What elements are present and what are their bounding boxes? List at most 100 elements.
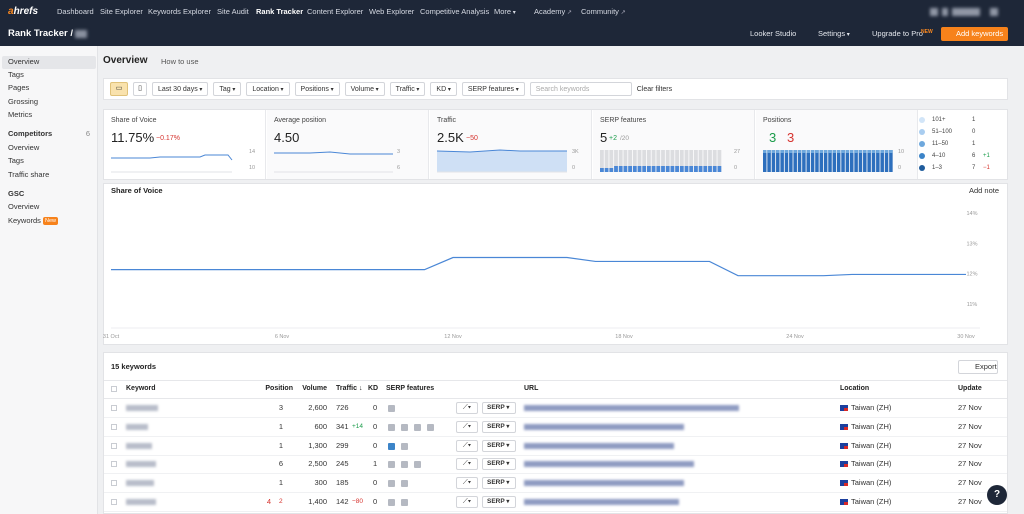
- nav-link[interactable]: Community: [581, 6, 626, 19]
- volume: 600: [314, 421, 327, 431]
- upgrade[interactable]: Upgrade to Pro: [872, 29, 923, 38]
- sidebar-item[interactable]: Metrics: [8, 110, 33, 119]
- account-blur: [990, 8, 998, 16]
- keyword-blur[interactable]: [126, 405, 158, 411]
- filter-button[interactable]: Traffic: [389, 82, 426, 96]
- location: Taiwan (ZH): [851, 459, 892, 469]
- add-keywords[interactable]: Add keywords: [956, 29, 1004, 38]
- checkbox[interactable]: [111, 442, 117, 449]
- row-divider: [104, 473, 1007, 475]
- volume: 2,600: [308, 403, 327, 412]
- help-button[interactable]: [987, 485, 1007, 505]
- filter-button[interactable]: Location: [246, 82, 290, 96]
- url-blur[interactable]: [524, 423, 684, 430]
- serp-button[interactable]: SERP: [487, 477, 509, 489]
- nav-item[interactable]: Site Audit: [217, 7, 249, 16]
- filter-button[interactable]: SERP features: [461, 82, 525, 96]
- trend-button[interactable]: ⟋▾: [456, 420, 478, 433]
- url-blur[interactable]: [524, 405, 739, 411]
- nav-item[interactable]: Keywords Explorer: [148, 7, 211, 16]
- serp-button[interactable]: SERP: [487, 402, 509, 414]
- checkbox[interactable]: [111, 386, 117, 392]
- checkbox[interactable]: [111, 423, 117, 430]
- checkbox[interactable]: [111, 405, 117, 411]
- trend-button[interactable]: ⟋▾: [456, 439, 478, 452]
- sidebar-item[interactable]: Keywords: [8, 216, 41, 225]
- export[interactable]: Export: [975, 362, 997, 371]
- clear-filters[interactable]: Clear filters: [636, 85, 673, 93]
- filter-button[interactable]: Tag: [213, 82, 242, 96]
- nav-item[interactable]: Dashboard: [57, 7, 94, 16]
- url-blur[interactable]: [524, 442, 674, 449]
- kd: 0: [373, 497, 378, 506]
- nav-item[interactable]: More: [494, 6, 516, 19]
- sidebar-item[interactable]: Overview: [8, 202, 40, 211]
- serp-button[interactable]: SERP: [487, 458, 509, 470]
- serp-icon: [388, 461, 395, 469]
- column-header[interactable]: Position: [265, 385, 293, 392]
- logo[interactable]: ahrefs: [8, 6, 39, 17]
- serp-button[interactable]: SERP: [487, 496, 509, 508]
- sidebar-item[interactable]: Overview: [8, 143, 40, 152]
- add-note[interactable]: Add note: [969, 186, 1000, 195]
- keyword-blur[interactable]: [126, 499, 156, 505]
- column-header[interactable]: Update: [958, 385, 982, 392]
- column-header[interactable]: Location: [840, 385, 870, 392]
- nav-item[interactable]: Content Explorer: [307, 7, 364, 16]
- filter-button[interactable]: Volume: [344, 82, 385, 96]
- add-keywords-button[interactable]: [941, 27, 1008, 41]
- search-keywords[interactable]: Search keywords: [529, 82, 632, 96]
- url-blur[interactable]: [524, 480, 684, 487]
- keyword-blur[interactable]: [126, 442, 152, 449]
- nav-link[interactable]: Academy: [534, 6, 572, 19]
- sidebar-item[interactable]: Pages: [8, 83, 30, 92]
- nav-item[interactable]: Web Explorer: [369, 7, 415, 16]
- period-filter[interactable]: Last 30 days: [152, 82, 209, 96]
- column-header[interactable]: Volume: [302, 385, 327, 392]
- filter-button[interactable]: KD: [430, 82, 457, 96]
- checkbox[interactable]: [111, 499, 117, 505]
- chart-title: Share of Voice: [111, 186, 163, 195]
- nav-item[interactable]: Rank Tracker: [256, 7, 304, 16]
- serp-button[interactable]: SERP: [487, 421, 509, 433]
- sidebar-item[interactable]: Traffic share: [8, 170, 50, 179]
- sidebar-item[interactable]: Overview: [8, 57, 40, 66]
- desktop-toggle[interactable]: ▭: [110, 82, 128, 96]
- looker-studio[interactable]: Looker Studio: [750, 29, 797, 38]
- trend-button[interactable]: ⟋▾: [456, 402, 478, 414]
- settings[interactable]: Settings: [818, 28, 850, 41]
- sidebar-item[interactable]: Grossing: [8, 97, 39, 106]
- column-header[interactable]: SERP features: [386, 385, 435, 392]
- keyword-blur[interactable]: [126, 423, 148, 430]
- export-button[interactable]: [958, 360, 998, 374]
- filter-group: ▭ ▯ Last 30 days Tag Location Positions Volume…: [110, 82, 672, 96]
- column-header[interactable]: KD: [368, 385, 379, 392]
- mobile-toggle[interactable]: ▯: [133, 82, 147, 96]
- column-header[interactable]: Traffic ↓: [336, 385, 363, 392]
- spark-axis: 27: [734, 149, 741, 155]
- sidebar-active: [2, 56, 96, 69]
- trend-button[interactable]: ⟋▾: [456, 496, 478, 508]
- traffic: 726: [336, 403, 349, 412]
- url-blur[interactable]: [524, 499, 679, 505]
- trend-button[interactable]: ⟋▾: [456, 477, 478, 490]
- positions-down: 3: [787, 130, 795, 145]
- checkbox[interactable]: [111, 461, 117, 468]
- help-button-text[interactable]: ?: [993, 489, 1001, 500]
- nav-item[interactable]: Site Explorer: [100, 7, 143, 16]
- column-header[interactable]: Keyword: [126, 385, 156, 392]
- serp-button[interactable]: SERP: [487, 440, 509, 452]
- url-blur[interactable]: [524, 461, 694, 468]
- column-header[interactable]: URL: [524, 385, 539, 392]
- traffic-change: −80: [352, 498, 364, 505]
- keyword-blur[interactable]: [126, 461, 156, 468]
- sidebar-item[interactable]: Tags: [8, 156, 24, 165]
- checkbox[interactable]: [111, 480, 117, 487]
- trend-button[interactable]: ⟋▾: [456, 458, 478, 471]
- filter-button[interactable]: Positions: [294, 82, 340, 96]
- sidebar-item[interactable]: Tags: [8, 70, 24, 79]
- how-to-use[interactable]: How to use: [161, 57, 199, 66]
- keyword-blur[interactable]: [126, 480, 154, 487]
- row-divider: [104, 492, 1007, 494]
- nav-item[interactable]: Competitive Analysis: [420, 7, 490, 16]
